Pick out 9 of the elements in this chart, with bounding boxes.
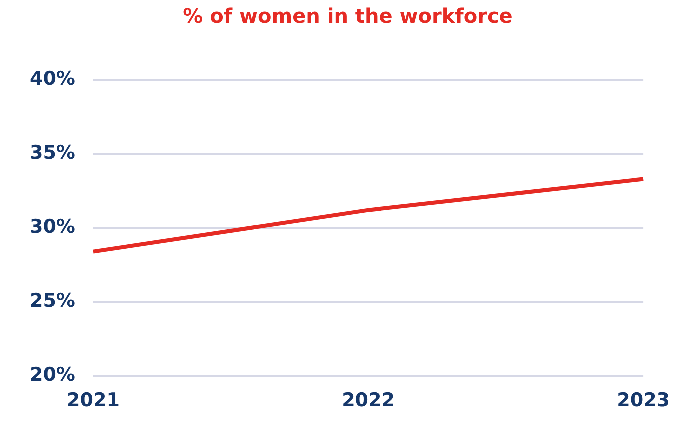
x-tick-label: 2021 xyxy=(67,390,120,412)
x-tick-label: 2023 xyxy=(617,390,670,412)
chart-title: % of women in the workforce xyxy=(183,4,513,28)
y-tick-label: 20% xyxy=(30,364,76,386)
x-tick-label: 2022 xyxy=(342,390,395,412)
y-tick-label: 40% xyxy=(30,68,76,90)
y-tick-label: 30% xyxy=(30,216,76,238)
y-tick-label: 35% xyxy=(30,142,76,164)
y-tick-label: 25% xyxy=(30,290,76,312)
